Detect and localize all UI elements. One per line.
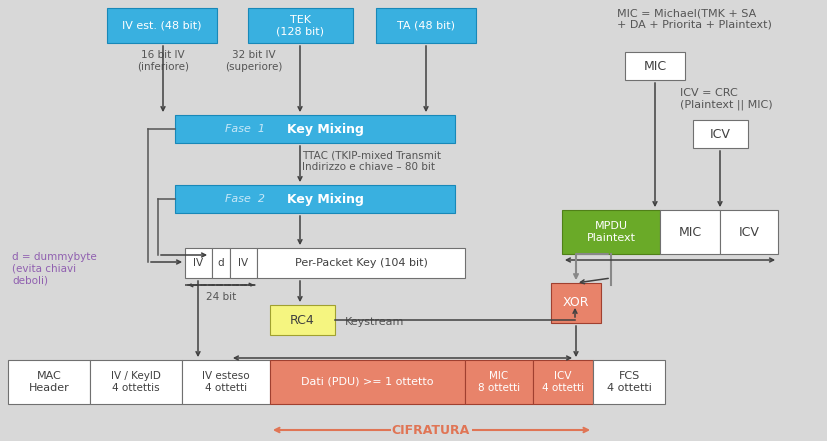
Bar [270,360,465,404]
Bar [562,210,660,254]
Bar [248,8,353,43]
Bar [465,360,533,404]
Text: MIC: MIC [678,225,701,239]
Text: IV est. (48 bit): IV est. (48 bit) [122,20,202,30]
Bar [212,248,230,278]
Bar [8,360,90,404]
Text: IV esteso
4 ottetti: IV esteso 4 ottetti [202,371,250,393]
Bar [693,120,748,148]
Text: 24 bit: 24 bit [206,292,237,302]
Bar [230,248,257,278]
Text: Key Mixing: Key Mixing [287,123,363,135]
Text: MIC = Michael(TMK + SA
+ DA + Priorita + Plaintext): MIC = Michael(TMK + SA + DA + Priorita +… [617,8,772,30]
Bar [660,210,720,254]
Text: Dati (PDU) >= 1 ottetto: Dati (PDU) >= 1 ottetto [301,377,433,387]
Text: Per-Packet Key (104 bit): Per-Packet Key (104 bit) [294,258,428,268]
Text: ICV: ICV [739,225,759,239]
Bar [593,360,665,404]
Text: ICV
4 ottetti: ICV 4 ottetti [542,371,584,393]
Bar [625,52,685,80]
Text: ICV: ICV [710,127,731,141]
Bar [175,115,455,143]
Text: FCS
4 ottetti: FCS 4 ottetti [606,371,652,393]
Text: 32 bit IV
(superiore): 32 bit IV (superiore) [225,50,283,71]
Text: Key Mixing: Key Mixing [287,193,363,206]
Bar [720,210,778,254]
Text: Fase  1: Fase 1 [225,124,265,134]
Bar [182,360,270,404]
Bar [551,283,601,323]
Text: TTAC (TKIP-mixed Transmit
Indirizzo e chiave – 80 bit: TTAC (TKIP-mixed Transmit Indirizzo e ch… [302,150,441,172]
Text: IV: IV [194,258,203,268]
Bar [533,360,593,404]
Bar [175,185,455,213]
Text: CIFRATURA: CIFRATURA [392,423,470,437]
Text: d: d [218,258,224,268]
Bar [107,8,217,43]
Bar [185,248,212,278]
Text: Fase  2: Fase 2 [225,194,265,204]
Bar [257,248,465,278]
Text: MPDU
Plaintext: MPDU Plaintext [586,221,635,243]
Bar [90,360,182,404]
Text: Keystream: Keystream [345,317,404,327]
Text: IV / KeyID
4 ottettis: IV / KeyID 4 ottettis [111,371,161,393]
Text: MIC: MIC [643,60,667,72]
Bar [376,8,476,43]
Bar [270,305,335,335]
Text: XOR: XOR [562,296,590,310]
Text: IV: IV [238,258,249,268]
Text: MIC
8 ottetti: MIC 8 ottetti [478,371,520,393]
Text: TEK
(128 bit): TEK (128 bit) [276,15,324,36]
Text: d = dummybyte
(evita chiavi
deboli): d = dummybyte (evita chiavi deboli) [12,252,97,285]
Text: RC4: RC4 [290,314,315,326]
Text: 16 bit IV
(inferiore): 16 bit IV (inferiore) [137,50,189,71]
Text: MAC
Header: MAC Header [29,371,69,393]
Text: TA (48 bit): TA (48 bit) [397,20,455,30]
Text: ICV = CRC
(Plaintext || MIC): ICV = CRC (Plaintext || MIC) [680,88,772,110]
